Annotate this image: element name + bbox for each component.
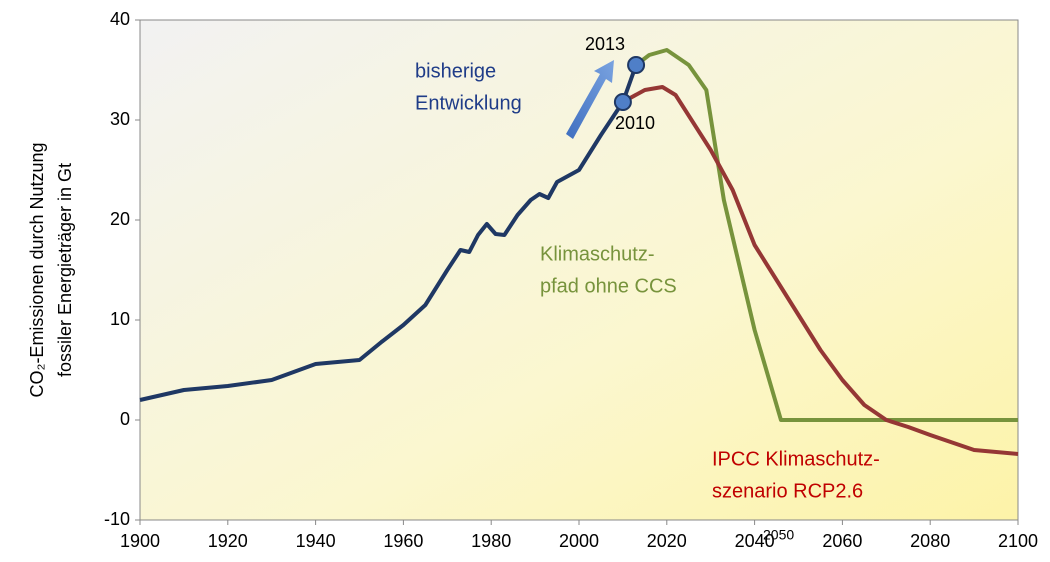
x-tick-label: 2060: [822, 531, 862, 551]
x-tick-label: 1940: [296, 531, 336, 551]
x-tick-label: 2100: [998, 531, 1038, 551]
annotation: Entwicklung: [415, 92, 522, 114]
point-marker: [627, 56, 646, 74]
y-tick-label: 30: [110, 109, 130, 129]
y-tick-label: 10: [110, 309, 130, 329]
y-tick-label: -10: [104, 509, 130, 529]
plot-area: [139, 19, 1019, 521]
x-tick-label: 1920: [208, 531, 248, 551]
x-tick-label: 1960: [383, 531, 423, 551]
annotation: bisherige: [415, 60, 496, 82]
y-tick-label: 0: [120, 409, 130, 429]
series-line: [621, 85, 1019, 456]
series-line: [634, 48, 1018, 422]
x-tick-label: 2040: [735, 531, 775, 551]
annotation: 2050: [763, 527, 794, 543]
x-tick-label: 2020: [647, 531, 687, 551]
series-label: pfad ohne CCS: [540, 275, 677, 297]
series-label: IPCC Klimaschutz-: [712, 448, 880, 470]
series-label: szenario RCP2.6: [712, 480, 863, 502]
x-tick-label: 2000: [559, 531, 599, 551]
arrow: [566, 60, 614, 139]
annotation: 2010: [615, 113, 655, 133]
series-line: [139, 64, 638, 402]
x-tick-label: 1900: [120, 531, 160, 551]
y-tick-label: 40: [110, 9, 130, 29]
annotation: 2013: [585, 34, 625, 54]
y-axis-label: CO₂-Emissionen durch Nutzung: [27, 142, 47, 397]
point-marker: [613, 93, 632, 111]
x-tick-label: 2080: [910, 531, 950, 551]
x-tick-label: 1980: [471, 531, 511, 551]
y-axis-label: fossiler Energieträger in Gt: [55, 163, 75, 377]
series-label: Klimaschutz-: [540, 243, 654, 265]
y-tick-label: 20: [110, 209, 130, 229]
